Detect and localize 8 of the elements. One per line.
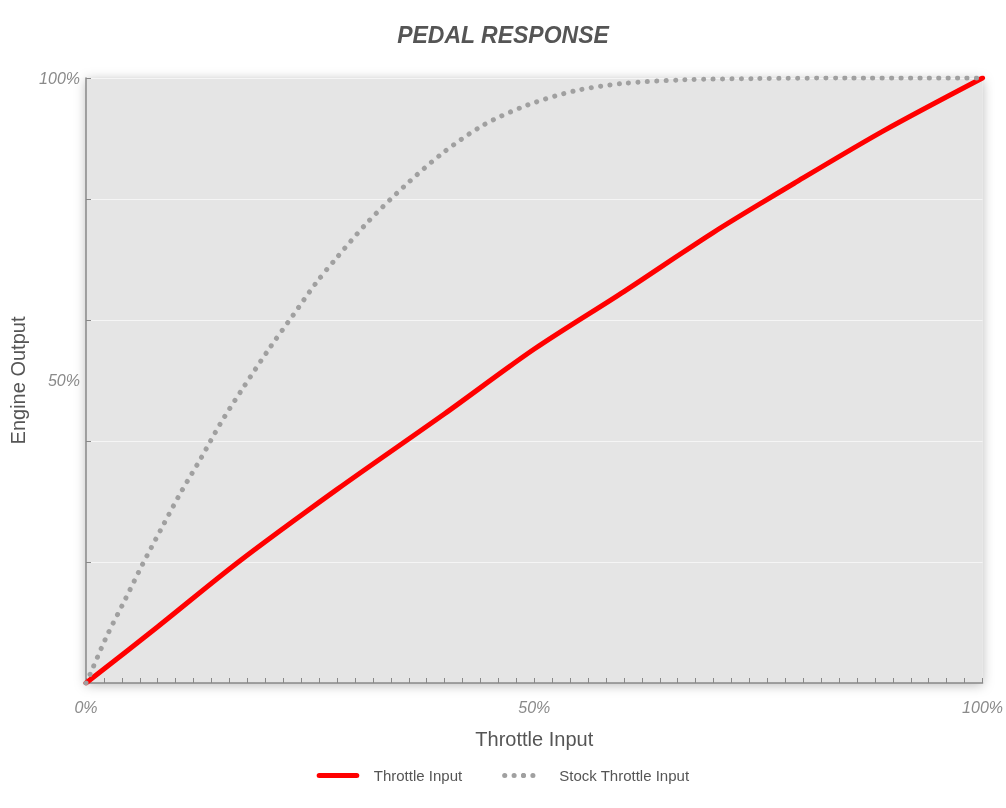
x-tick-label: 0% [74,698,98,716]
legend-label: Throttle Input [373,767,463,784]
x-tick-label: 50% [518,698,551,716]
y-axis-title: Engine Output [7,316,29,445]
x-axis-title: Throttle Input [475,728,594,750]
chart-title: PEDAL RESPONSE [397,21,610,48]
legend-label: Stock Throttle Input [559,767,690,784]
x-tick-label: 100% [962,698,1003,716]
